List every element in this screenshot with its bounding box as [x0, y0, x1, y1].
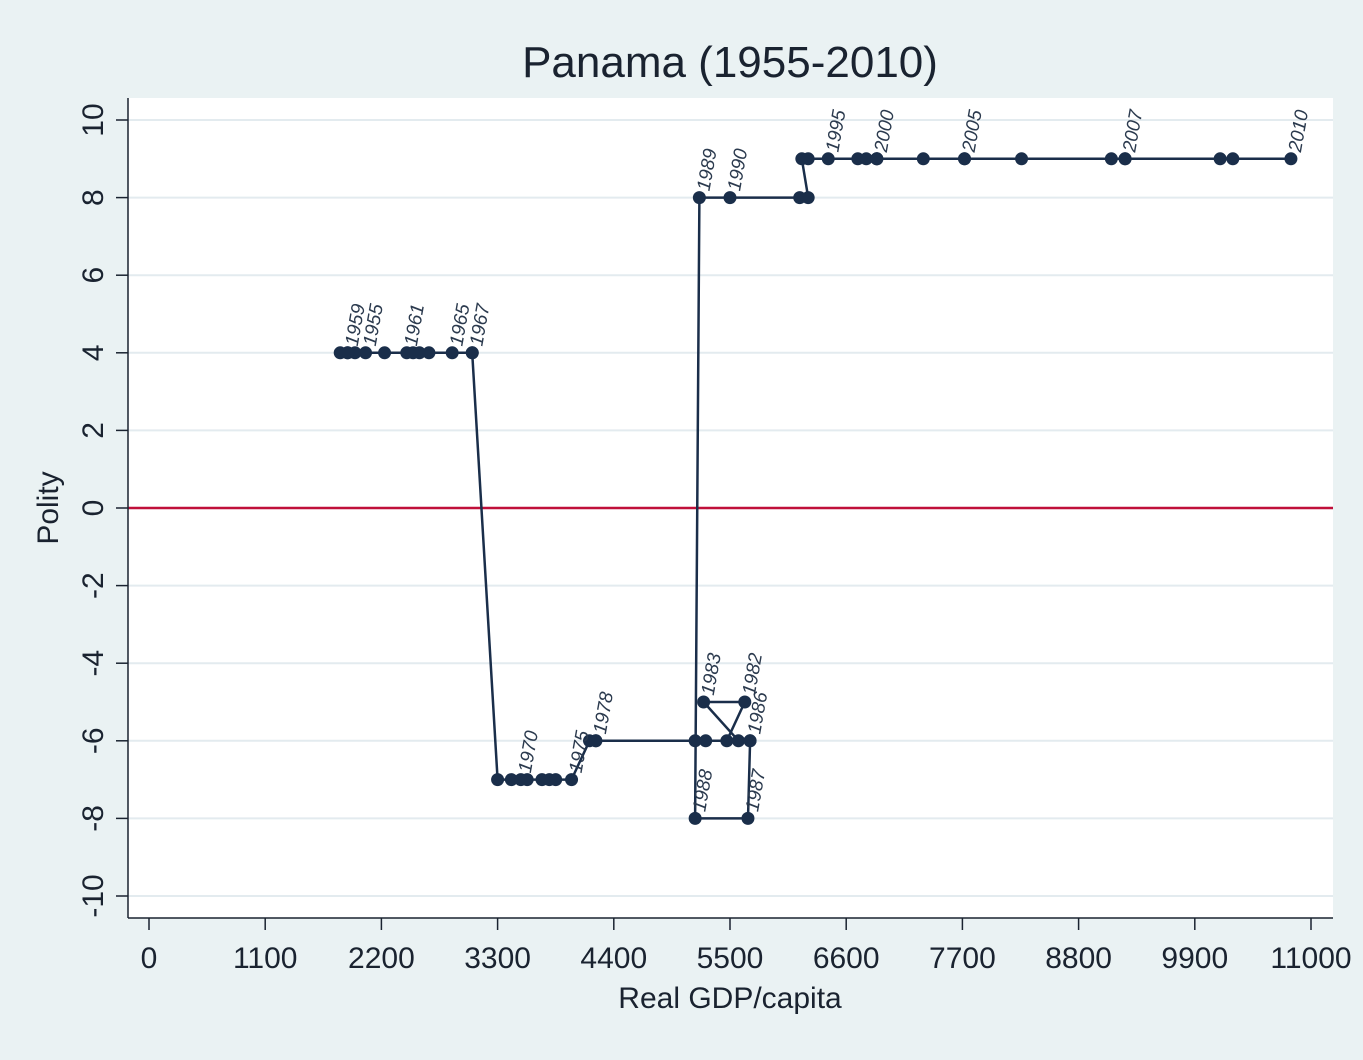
data-point	[1226, 152, 1240, 166]
x-tick-label: 1100	[233, 942, 298, 975]
data-point	[1104, 152, 1118, 166]
data-point	[870, 152, 884, 166]
y-tick-label: -8	[77, 805, 110, 832]
y-axis-label: Polity	[32, 471, 65, 544]
data-point	[731, 734, 745, 748]
data-point	[741, 811, 755, 825]
x-tick-label: 5500	[697, 942, 764, 975]
y-axis-ticks: -10 -8 -6 -4 -2 0 2 4 6 8 10	[77, 103, 128, 918]
x-tick-label: 9900	[1161, 942, 1228, 975]
data-point	[341, 346, 355, 360]
x-tick-label: 0	[141, 942, 158, 975]
y-tick-label: 8	[77, 189, 110, 206]
data-point	[378, 346, 392, 360]
data-point	[589, 734, 603, 748]
data-point	[445, 346, 459, 360]
data-point	[692, 191, 706, 205]
y-tick-label: -2	[77, 572, 110, 599]
x-tick-label: 11000	[1270, 942, 1351, 975]
chart-title: Panama (1955-2010)	[522, 38, 938, 87]
data-point	[1118, 152, 1132, 166]
data-point	[1015, 152, 1029, 166]
data-point	[720, 734, 734, 748]
data-point	[699, 734, 713, 748]
x-axis-ticks: 0 1100 2200 3300 4400 5500 6600 7700 8800 9900 110…	[141, 918, 1352, 975]
data-point	[723, 191, 737, 205]
data-point	[1213, 152, 1227, 166]
data-point	[738, 695, 752, 709]
y-tick-label: 6	[77, 267, 110, 284]
data-point	[697, 695, 711, 709]
data-point	[549, 773, 563, 787]
y-tick-label: 0	[77, 500, 110, 517]
x-axis-label: Real GDP/capita	[618, 982, 842, 1015]
y-tick-label: 4	[77, 344, 110, 361]
y-tick-label: -10	[77, 874, 110, 917]
x-tick-label: 6600	[813, 942, 880, 975]
data-point	[1284, 152, 1298, 166]
y-tick-label: -4	[77, 650, 110, 677]
data-point	[859, 152, 873, 166]
data-point	[801, 152, 815, 166]
data-point	[520, 773, 534, 787]
x-tick-label: 7700	[929, 942, 996, 975]
data-point	[743, 734, 757, 748]
y-tick-label: -6	[77, 727, 110, 754]
data-point	[688, 734, 702, 748]
x-tick-label: 3300	[464, 942, 531, 975]
data-point	[958, 152, 972, 166]
data-points	[333, 152, 1298, 825]
data-point	[688, 811, 702, 825]
data-point	[412, 346, 426, 360]
x-tick-label: 8800	[1045, 942, 1112, 975]
data-point	[801, 191, 815, 205]
y-tick-label: 2	[77, 422, 110, 439]
x-tick-label: 2200	[348, 942, 415, 975]
x-tick-label: 4400	[580, 942, 647, 975]
data-point	[491, 773, 505, 787]
y-tick-label: 10	[77, 103, 110, 136]
data-point	[821, 152, 835, 166]
data-point	[359, 346, 373, 360]
data-point	[465, 346, 479, 360]
data-point	[504, 773, 518, 787]
data-point	[916, 152, 930, 166]
data-point	[565, 773, 579, 787]
data-point	[422, 346, 436, 360]
